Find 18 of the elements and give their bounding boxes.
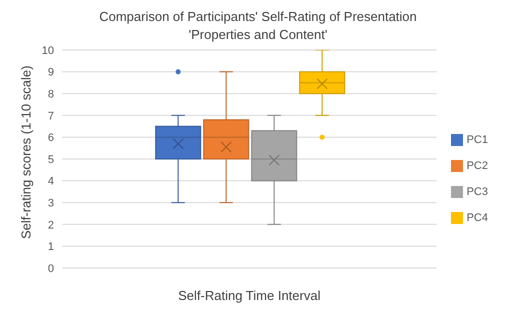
y-tick-label: 9 — [48, 66, 54, 79]
x-axis-title: Self-Rating Time Interval — [178, 288, 321, 303]
y-tick-label: 8 — [48, 88, 54, 101]
legend-label: PC2 — [466, 160, 488, 172]
y-axis-title: Self-rating scores (1-10 scale) — [18, 66, 34, 239]
y-tick-label: 3 — [48, 198, 54, 210]
legend-label: PC4 — [466, 212, 488, 224]
y-tick-label: 7 — [48, 110, 54, 122]
y-tick-label: 5 — [48, 154, 54, 166]
chart-title: Comparison of Participants' Self-Rating of Presentation 'Properties and Content' — [98, 8, 418, 44]
y-tick-label: 0 — [48, 262, 54, 275]
y-tick-label: 2 — [48, 219, 54, 232]
y-tick-label: 1 — [48, 241, 54, 254]
y-tick-label: 6 — [48, 132, 54, 144]
y-tick-label: 4 — [48, 176, 54, 188]
y-tick-label: 10 — [42, 44, 54, 57]
legend-label: PC3 — [466, 186, 488, 198]
legend-label: PC1 — [466, 134, 488, 146]
